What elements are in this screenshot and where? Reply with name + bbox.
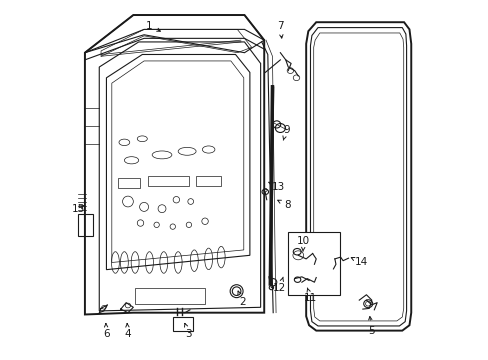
Text: 4: 4 bbox=[124, 323, 131, 339]
Text: 10: 10 bbox=[297, 236, 309, 252]
Text: 2: 2 bbox=[237, 291, 245, 307]
Text: 12: 12 bbox=[272, 277, 285, 293]
Text: 14: 14 bbox=[350, 257, 367, 267]
Text: 1: 1 bbox=[146, 21, 160, 31]
Text: 5: 5 bbox=[368, 316, 374, 336]
Bar bbox=[147, 176, 188, 186]
Bar bbox=[135, 288, 204, 304]
Text: 6: 6 bbox=[103, 323, 109, 339]
Text: 9: 9 bbox=[283, 125, 289, 140]
Bar bbox=[196, 176, 221, 186]
Bar bbox=[287, 232, 340, 295]
Text: 11: 11 bbox=[304, 288, 317, 303]
Text: 13: 13 bbox=[268, 182, 285, 192]
Text: 8: 8 bbox=[277, 200, 290, 210]
Bar bbox=[78, 214, 93, 235]
Bar bbox=[172, 317, 192, 331]
Text: 7: 7 bbox=[277, 21, 283, 38]
Text: 3: 3 bbox=[184, 323, 192, 339]
Text: 15: 15 bbox=[72, 204, 85, 214]
Bar bbox=[118, 178, 140, 188]
